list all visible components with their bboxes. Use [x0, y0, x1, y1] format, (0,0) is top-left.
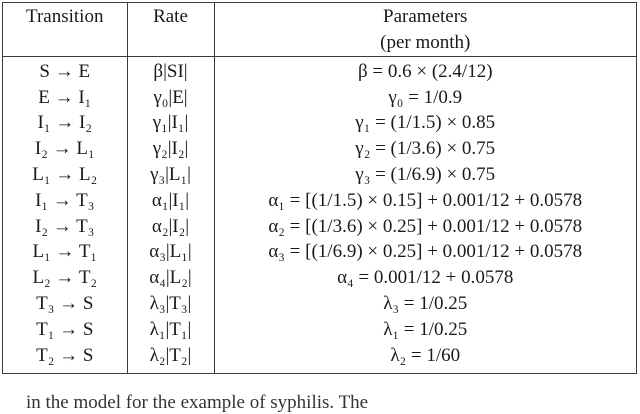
rate-cell: α₂|I₂|: [126, 213, 214, 240]
parameter-cell: γ₀ = 1/0.9: [213, 84, 636, 111]
table-row: L₁ → L₂ γ₃|L₁| γ₃ = (1/6.9) × 0.75: [3, 162, 636, 189]
transition-cell: E → I₁: [38, 86, 92, 108]
rate-cell: λ₁|T₁|: [126, 317, 214, 343]
header-parameters-line1: Parameters: [383, 6, 468, 27]
transition-cell: T₁ → S: [36, 318, 94, 340]
header-transition: Transition: [3, 3, 127, 57]
parameter-cell: γ₃ = (1/6.9) × 0.75: [213, 162, 636, 189]
transition-cell: I₁ → T₃: [35, 189, 95, 211]
rate-cell: λ₃|T₃|: [126, 291, 214, 318]
transition-table: Transition Rate Parameters (per month) S…: [3, 3, 636, 373]
table-row: I₁ → I₂ γ₁|I₁| γ₁ = (1/1.5) × 0.85: [3, 110, 636, 137]
header-parameters-line2: (per month): [380, 32, 471, 53]
parameter-cell: β = 0.6 × (2.4/12): [213, 56, 636, 85]
table-row: T₁ → S λ₁|T₁| λ₁ = 1/0.25: [3, 317, 636, 343]
table-row: L₂ → T₂ α₄|L₂| α₄ = 0.001/12 + 0.0578: [3, 265, 636, 292]
rate-cell: γ₁|I₁|: [126, 110, 214, 137]
table-row: I₂ → L₁ γ₂|I₂| γ₂ = (1/3.6) × 0.75: [3, 136, 636, 163]
parameter-cell: λ₂ = 1/60: [213, 342, 636, 373]
table-row: E → I₁ γ₀|E| γ₀ = 1/0.9: [3, 84, 636, 111]
header-rate: Rate: [126, 3, 214, 57]
transition-cell: T₂ → S: [36, 344, 94, 366]
rate-cell: γ₃|L₁|: [126, 162, 214, 189]
parameter-cell: α₁ = [(1/1.5) × 0.15] + 0.001/12 + 0.057…: [213, 188, 636, 214]
header-row: Transition Rate Parameters (per month): [3, 3, 636, 57]
transition-cell: I₂ → L₁: [34, 138, 95, 160]
caption-partial: in the model for the example of syphilis…: [26, 392, 369, 413]
parameter-cell: λ₃ = 1/0.25: [213, 291, 636, 318]
header-parameters: Parameters (per month): [213, 3, 636, 57]
rate-cell: α₄|L₂|: [126, 265, 214, 292]
rate-cell: λ₂|T₂|: [126, 342, 214, 373]
table-row: T₂ → S λ₂|T₂| λ₂ = 1/60: [3, 342, 636, 373]
parameter-cell: α₄ = 0.001/12 + 0.0578: [213, 265, 636, 292]
transition-cell: L₂ → T₂: [32, 267, 98, 289]
table-row: I₁ → T₃ α₁|I₁| α₁ = [(1/1.5) × 0.15] + 0.0…: [3, 188, 636, 214]
parameter-cell: α₂ = [(1/3.6) × 0.25] + 0.001/12 + 0.057…: [213, 213, 636, 240]
rate-cell: γ₂|I₂|: [126, 136, 214, 163]
parameter-cell: α₃ = [(1/6.9) × 0.25] + 0.001/12 + 0.057…: [213, 239, 636, 266]
rate-cell: γ₀|E|: [126, 84, 214, 111]
transition-rates-table: Transition Rate Parameters (per month) S…: [2, 2, 637, 374]
transition-cell: L₁ → T₁: [32, 241, 98, 263]
transition-cell: T₃ → S: [36, 292, 94, 314]
transition-cell: L₁ → L₂: [32, 163, 98, 185]
parameter-cell: γ₂ = (1/3.6) × 0.75: [213, 136, 636, 163]
parameter-cell: λ₁ = 1/0.25: [213, 317, 636, 343]
table-row: T₃ → S λ₃|T₃| λ₃ = 1/0.25: [3, 291, 636, 318]
transition-cell: S → E: [39, 60, 91, 82]
rate-cell: β|SI|: [126, 56, 214, 85]
table-row: L₁ → T₁ α₃|L₁| α₃ = [(1/6.9) × 0.25] + 0.0…: [3, 239, 636, 266]
table-row: I₂ → T₃ α₂|I₂| α₂ = [(1/3.6) × 0.25] + 0.0…: [3, 213, 636, 240]
table-row: S → E β|SI| β = 0.6 × (2.4/12): [3, 56, 636, 85]
rate-cell: α₁|I₁|: [126, 188, 214, 214]
parameter-cell: γ₁ = (1/1.5) × 0.85: [213, 110, 636, 137]
transition-cell: I₁ → I₂: [37, 112, 92, 134]
rate-cell: α₃|L₁|: [126, 239, 214, 266]
transition-cell: I₂ → T₃: [35, 215, 95, 237]
